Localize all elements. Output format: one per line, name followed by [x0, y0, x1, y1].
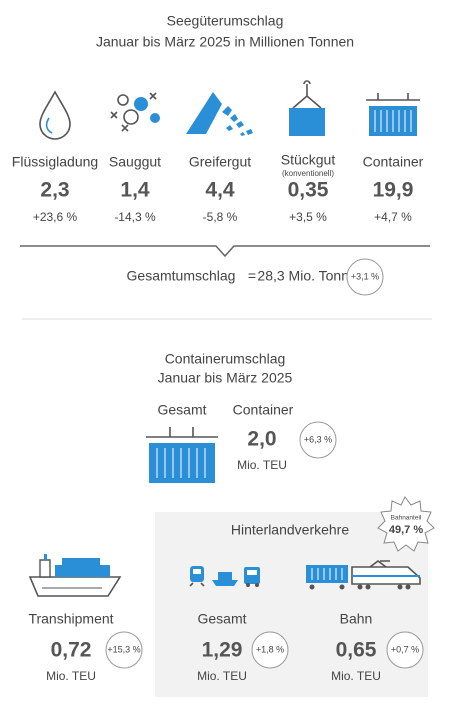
- icon-bulk-suction: [110, 92, 160, 132]
- badge-label: Bahnanteil: [391, 515, 422, 522]
- hinterland-title: Hinterlandverkehre: [231, 522, 349, 538]
- item-change: +23,6 %: [33, 210, 78, 224]
- badge-value: 49,7 %: [389, 524, 423, 536]
- item-change: -14,3 %: [114, 210, 156, 224]
- section-title: Seegüterumschlag: [167, 13, 284, 29]
- transhipment-change: +15,3 %: [107, 644, 140, 654]
- item-change: +3,5 %: [289, 210, 327, 224]
- gesamt-label: Gesamt: [197, 611, 246, 627]
- change-circle: [251, 631, 289, 669]
- change-circle: [346, 258, 384, 296]
- icon-grab-cargo: [186, 92, 253, 136]
- bahn-unit: Mio. TEU: [331, 669, 381, 683]
- item-flussig: Flüssigladung 2,3 +23,6 %: [12, 154, 98, 224]
- total-label: Gesamtumschlag: [127, 268, 236, 284]
- item-change: -5,8 %: [203, 210, 238, 224]
- bahn-value: 0,65: [336, 639, 377, 662]
- total-change: +3,1 %: [351, 271, 379, 281]
- bahn-label: Bahn: [340, 611, 373, 627]
- item-label: Greifergut: [189, 154, 251, 170]
- icon-general-cargo: [289, 80, 325, 136]
- total-sublabel: Container: [233, 402, 294, 418]
- item-note: (konventionell): [282, 169, 334, 178]
- item-value: 4,4: [205, 179, 235, 202]
- item-label: Stückgut: [281, 152, 336, 168]
- change-circle: [386, 631, 424, 669]
- bracket-line: [20, 245, 430, 258]
- section-subtitle: Januar bis März 2025 in Millionen Tonnen: [96, 34, 354, 50]
- transhipment-label: Transhipment: [28, 611, 113, 627]
- transhipment-value: 0,72: [51, 639, 92, 662]
- item-value: 0,35: [288, 179, 329, 202]
- total-value: 28,3 Mio. Tonnen: [257, 268, 364, 284]
- icon-train: [306, 560, 421, 590]
- item-label: Flüssigladung: [12, 154, 98, 170]
- total-value: 2,0: [247, 428, 276, 451]
- icon-modes: [189, 566, 260, 587]
- icon-liquid: [39, 90, 71, 140]
- item-stueckgut: Stückgut (konventionell) 0,35 +3,5 %: [281, 152, 336, 224]
- section-subtitle: Januar bis März 2025: [158, 370, 293, 386]
- item-label: Container: [363, 154, 424, 170]
- item-value: 19,9: [373, 179, 414, 202]
- change-circle: [105, 631, 143, 669]
- item-greifergut: Greifergut 4,4 -5,8 %: [189, 154, 251, 224]
- transhipment-unit: Mio. TEU: [46, 669, 96, 683]
- gesamt-change: +1,8 %: [256, 644, 284, 654]
- item-change: +4,7 %: [374, 210, 412, 224]
- section-title: Containerumschlag: [165, 351, 286, 367]
- total-label: Gesamt: [157, 402, 206, 418]
- icon-ship: [28, 554, 122, 597]
- item-label: Sauggut: [109, 154, 161, 170]
- change-circle: [299, 421, 337, 459]
- badge: [377, 496, 435, 552]
- total-unit: Mio. TEU: [237, 458, 287, 472]
- item-sauggut: Sauggut 1,4 -14,3 %: [109, 154, 161, 224]
- gesamt-unit: Mio. TEU: [197, 669, 247, 683]
- bahn-change: +0,7 %: [391, 644, 419, 654]
- item-value: 1,4: [120, 179, 150, 202]
- item-container: Container 19,9 +4,7 %: [363, 154, 424, 224]
- gesamt-value: 1,29: [202, 639, 243, 662]
- hinterland-panel: [155, 512, 428, 697]
- item-value: 2,3: [40, 179, 69, 202]
- total-change: +6,3 %: [304, 434, 332, 444]
- total-operator: =: [248, 268, 256, 284]
- icon-container: [366, 93, 420, 136]
- icon-container: [146, 427, 218, 483]
